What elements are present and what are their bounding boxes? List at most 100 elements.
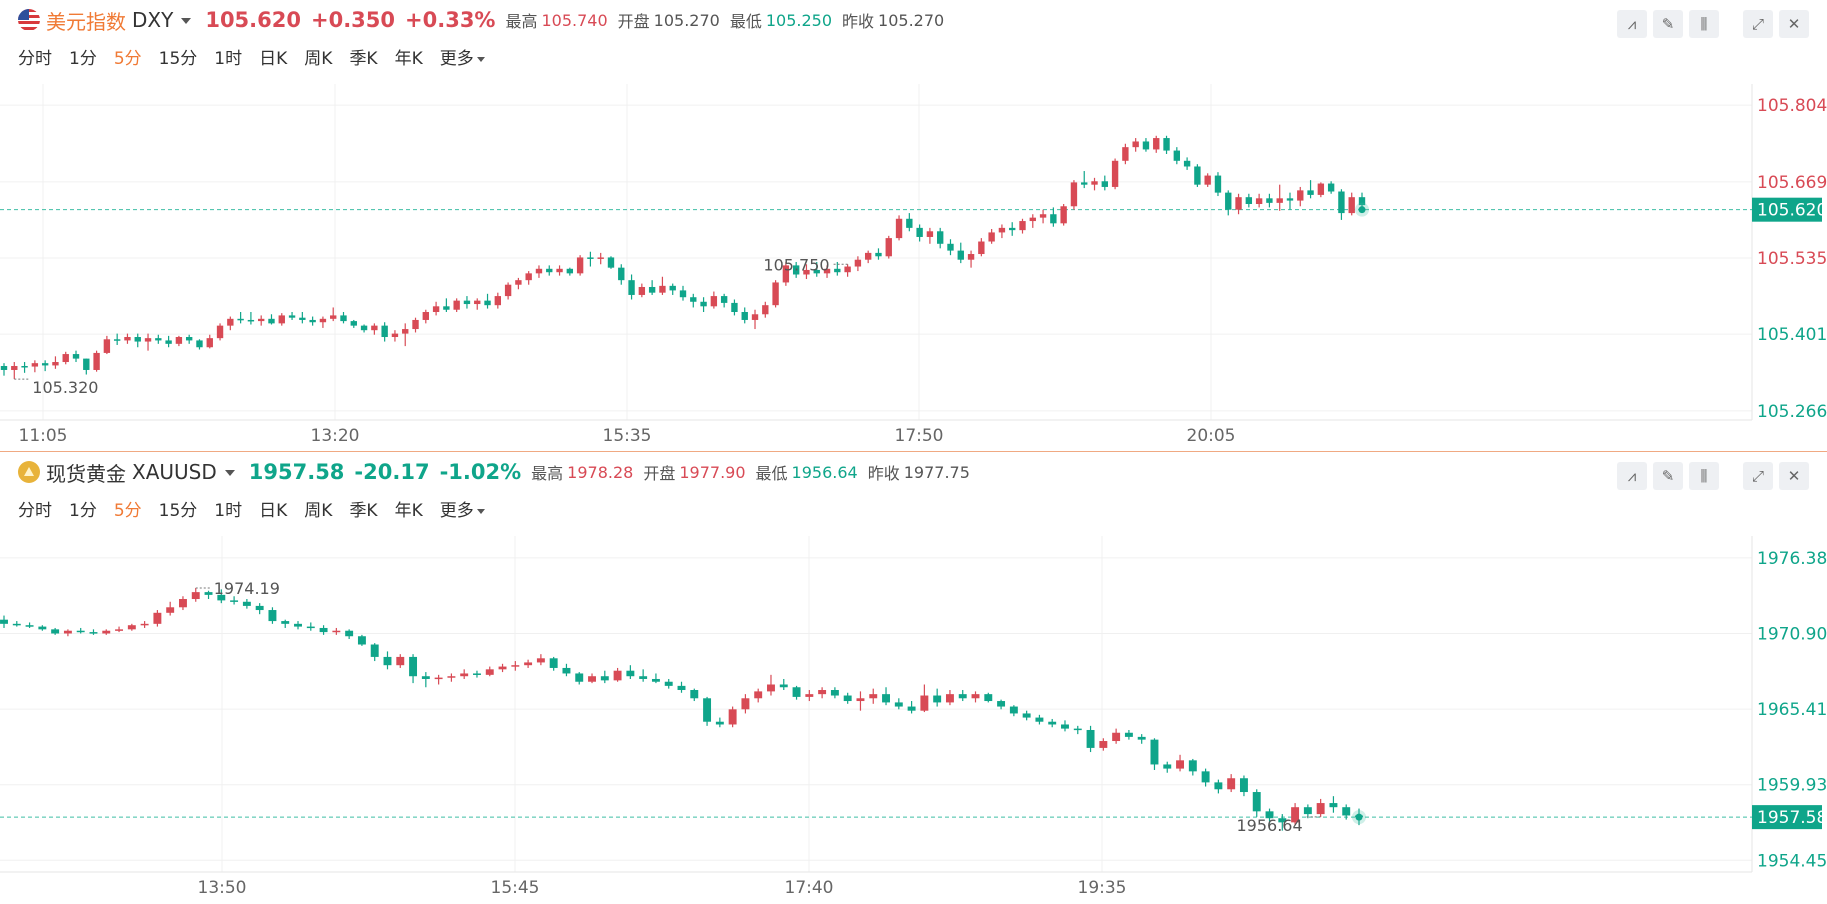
period-tab[interactable]: 日K (259, 49, 288, 69)
xauusd-candlestick-chart[interactable]: 1976.38 1970.90 1965.41 1959.93 1954.45 13:50… (0, 452, 1827, 898)
candle-body (1255, 198, 1263, 204)
candle-body (648, 286, 656, 293)
candle-body (823, 268, 831, 274)
dxy-candlestick-chart[interactable]: 105.804 105.669 105.535 105.401 105.266 11:05… (0, 0, 1827, 452)
candle-body (196, 340, 203, 348)
candle-body (728, 709, 737, 725)
candle-body (391, 333, 399, 338)
candle-body (0, 619, 8, 624)
draw-pencil-icon[interactable]: ✎ (1653, 462, 1683, 490)
candle-body (1265, 811, 1274, 819)
candle-body (830, 690, 839, 696)
symbol-dropdown-caret-icon[interactable] (224, 470, 235, 476)
candle-body (412, 319, 419, 330)
period-tab[interactable]: 分时 (18, 49, 52, 69)
close-icon[interactable]: ✕ (1779, 462, 1809, 490)
candle-body (524, 662, 533, 666)
period-tab[interactable]: 1时 (214, 49, 243, 69)
candle-body (340, 315, 347, 322)
period-tab[interactable]: 1分 (69, 501, 97, 521)
more-periods-button[interactable]: 更多 (440, 496, 485, 521)
candle-body (463, 300, 471, 305)
symbol-name[interactable]: 现货黄金 (46, 461, 126, 486)
candle-body (1150, 739, 1159, 765)
symbol-name[interactable]: 美元指数 (46, 9, 126, 34)
last-price-tag-label: 105.620 (1757, 201, 1827, 221)
period-tab[interactable]: 季K (349, 49, 378, 69)
chart-type-candle-icon[interactable]: ⫼ (1689, 462, 1719, 490)
candle-body (1173, 150, 1181, 161)
candle-body (38, 626, 47, 630)
candle-body (626, 670, 635, 677)
candle-body (191, 592, 200, 600)
candle-body (1035, 717, 1044, 722)
close-icon[interactable]: ✕ (1779, 10, 1809, 38)
candle-body (869, 694, 878, 699)
candle-body (566, 268, 574, 274)
candle-body (1342, 807, 1351, 816)
symbol-dropdown-caret-icon[interactable] (181, 18, 192, 24)
period-tab-active[interactable]: 5分 (113, 49, 142, 69)
candle-body (306, 626, 315, 629)
candle-body (485, 669, 494, 675)
expand-icon[interactable]: ⤢ (1743, 10, 1773, 38)
prev-close-label: 昨收 (867, 464, 900, 483)
candle-body (916, 227, 923, 237)
candle-body (971, 694, 980, 699)
period-tab[interactable]: 分时 (18, 501, 52, 521)
period-tab[interactable]: 周K (304, 501, 333, 521)
period-tab[interactable]: 15分 (158, 49, 198, 69)
candle-body (1307, 190, 1314, 195)
period-selector: 分时 1分 5分 15分 1时 日K 周K 季K 年K 更多 (18, 44, 502, 69)
period-tab[interactable]: 年K (394, 49, 423, 69)
candle-body (525, 273, 532, 281)
indicator-icon[interactable]: ⩘ (1617, 10, 1647, 38)
candle-body (751, 314, 759, 320)
period-tab[interactable]: 1分 (69, 49, 97, 69)
period-tab[interactable]: 周K (304, 49, 333, 69)
candle-body (1099, 741, 1108, 748)
low-label: 最低 (729, 12, 762, 31)
high-label: 最高 (531, 464, 564, 483)
x-axis-tick-label: 19:35 (1078, 878, 1127, 898)
candle-body (1060, 206, 1067, 224)
period-tab-active[interactable]: 5分 (113, 501, 142, 521)
candle-body (1227, 778, 1236, 790)
period-tab[interactable]: 年K (394, 501, 423, 521)
open-value: 105.270 (653, 10, 720, 30)
period-tab[interactable]: 日K (259, 501, 288, 521)
candle-body (1316, 803, 1325, 815)
candle-body (1329, 803, 1338, 808)
candle-body (178, 599, 187, 608)
candle-body (1124, 732, 1133, 737)
symbol-code[interactable]: DXY (132, 8, 174, 32)
candle-body (409, 656, 418, 677)
candle-body (1137, 736, 1146, 740)
chart-type-candle-icon[interactable]: ⫼ (1689, 10, 1719, 38)
chart-toolbar: ⩘ ✎ ⫼ ⤢ ✕ (1611, 10, 1809, 38)
candle-body (113, 339, 121, 341)
y-axis-tick-label: 105.266 (1757, 402, 1827, 422)
expand-icon[interactable]: ⤢ (1743, 462, 1773, 490)
candle-body (1122, 147, 1129, 161)
candle-body (690, 690, 699, 699)
indicator-icon[interactable]: ⩘ (1617, 462, 1647, 490)
candle-body (1009, 227, 1016, 231)
candle-body (767, 684, 775, 692)
candle-body (894, 702, 903, 707)
candle-body (1048, 721, 1057, 725)
period-tab[interactable]: 1时 (214, 501, 243, 521)
last-price: 105.620 (205, 8, 301, 32)
candle-body (607, 257, 615, 268)
candle-body (1214, 782, 1223, 790)
x-axis-tick-label: 17:50 (895, 426, 944, 446)
candle-body (421, 676, 430, 679)
more-periods-button[interactable]: 更多 (440, 44, 485, 69)
period-tab[interactable]: 15分 (158, 501, 198, 521)
candle-body (679, 290, 687, 298)
y-axis-tick-label: 105.535 (1757, 249, 1827, 269)
draw-pencil-icon[interactable]: ✎ (1653, 10, 1683, 38)
period-tab[interactable]: 季K (349, 501, 378, 521)
candle-body (690, 297, 697, 302)
symbol-code[interactable]: XAUUSD (132, 460, 217, 484)
